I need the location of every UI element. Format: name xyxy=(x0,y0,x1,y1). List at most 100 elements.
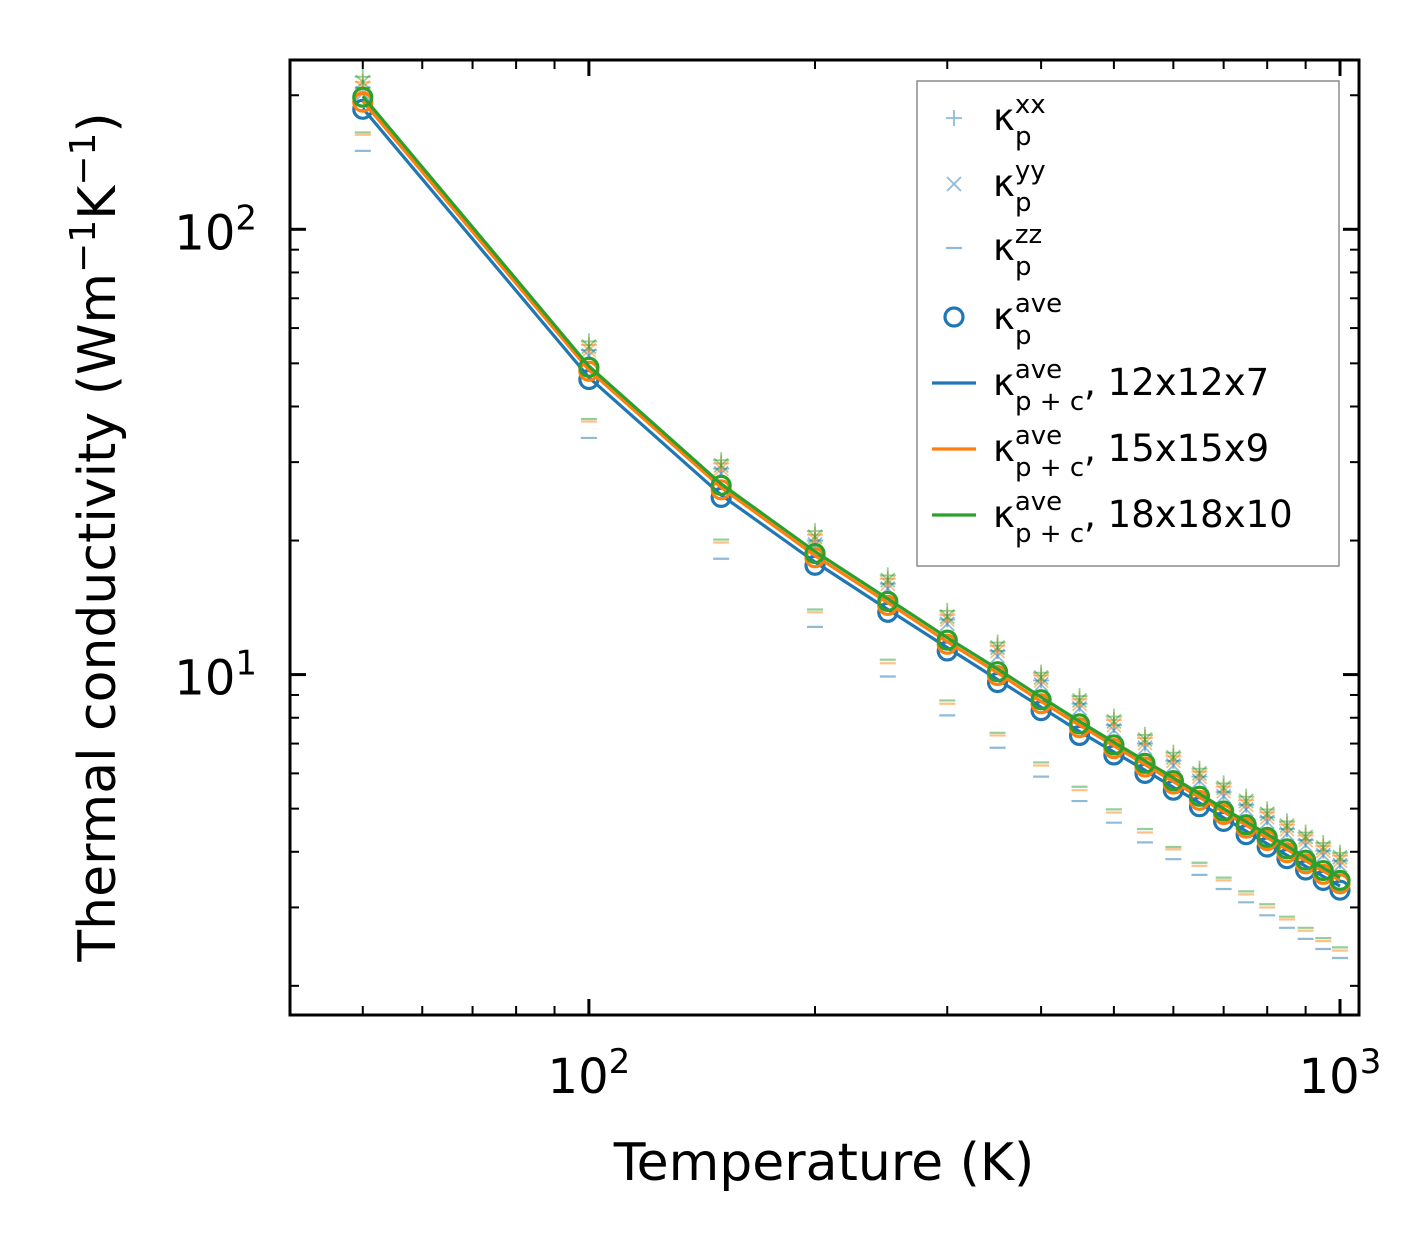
kappa-pc-line xyxy=(361,95,1341,879)
kappa-yy-point xyxy=(581,342,597,358)
kappa-ave-point xyxy=(1235,814,1257,836)
kappa-yy-point xyxy=(1071,692,1088,709)
kappa-yy-point xyxy=(713,461,729,477)
plot-area xyxy=(352,68,1351,960)
legend-superscript: xx xyxy=(1015,90,1046,120)
legend-label: κave p + c, 18x18x10 xyxy=(993,487,1293,549)
x-tick-label-exp: 3 xyxy=(1360,1042,1382,1082)
plot-frame xyxy=(288,58,1361,1017)
kappa-yy-point xyxy=(1137,731,1153,748)
kappa-yy-point xyxy=(1315,839,1331,856)
y-axis-label-exp2: −1 xyxy=(63,133,104,186)
kappa-yy-point xyxy=(1165,749,1181,765)
legend-label: κave p xyxy=(993,289,1062,351)
legend-superscript: zz xyxy=(1015,220,1042,250)
kappa-ave-point xyxy=(1134,752,1156,774)
kappa-ave-point xyxy=(1103,734,1125,756)
kappa-ave-point xyxy=(1068,713,1091,735)
kappa-yy-point xyxy=(807,529,823,545)
legend-subscript: p xyxy=(1015,188,1032,218)
kappa-ave-point xyxy=(1256,826,1278,848)
legend-kappa: κ xyxy=(993,361,1015,404)
kappa-yy-point xyxy=(1165,753,1181,769)
kappa-yy-point xyxy=(1106,717,1122,733)
legend-subscript: p xyxy=(1015,252,1032,282)
legend-plus-marker xyxy=(946,110,962,126)
legend-suffix: , 12x12x7 xyxy=(1084,361,1269,404)
kappa-yy-point xyxy=(1297,829,1314,845)
legend-superscript: yy xyxy=(1015,156,1046,186)
kappa-yy-point xyxy=(1071,700,1088,716)
legend-superscript: ave xyxy=(1015,289,1062,319)
y-tick-label-base: 10 xyxy=(174,651,235,707)
y-axis-label-end: ) xyxy=(68,112,128,132)
kappa-ave-point xyxy=(1295,849,1317,871)
kappa-yy-point xyxy=(1238,797,1254,813)
kappa-yy-point xyxy=(581,339,597,355)
x-axis-label: Temperature (K) xyxy=(613,1133,1035,1193)
legend-cross-marker xyxy=(946,176,962,192)
kappa-ave-point xyxy=(578,356,600,378)
legend-item: κave p + c, 12x12x7 xyxy=(932,355,1269,417)
legend-kappa: κ xyxy=(993,96,1015,139)
kappa-yy-point xyxy=(1238,793,1254,809)
kappa-yy-point xyxy=(989,643,1006,659)
y-axis-label-exp1: −1 xyxy=(63,220,104,273)
kappa-yy-point xyxy=(1315,843,1331,859)
kappa-yy-point xyxy=(1191,768,1208,785)
kappa-yy-point xyxy=(989,639,1006,656)
legend-item: κzz p xyxy=(946,220,1042,282)
kappa-ave-point xyxy=(1030,689,1052,711)
kappa-ave-point xyxy=(877,590,899,613)
kappa-yy-point xyxy=(939,616,955,632)
y-tick-label: 102 xyxy=(174,198,257,261)
kappa-ave-point xyxy=(936,629,958,651)
legend-kappa: κ xyxy=(993,226,1015,269)
kappa-yy-point xyxy=(939,608,955,625)
legend-box xyxy=(916,80,1340,567)
legend-item: κave p + c, 18x18x10 xyxy=(932,487,1293,549)
kappa-ave-point xyxy=(986,661,1009,683)
legend-item: κyy p xyxy=(946,156,1046,218)
y-tick-label-base: 10 xyxy=(174,205,235,261)
x-tick-label-base: 10 xyxy=(548,1049,609,1105)
kappa-yy-point xyxy=(1332,849,1348,865)
legend-subscript: p + c xyxy=(1015,387,1084,417)
legend-label: κyy p xyxy=(993,156,1046,218)
y-axis-label: Thermal conductivity (Wm−1K−1) xyxy=(63,112,128,962)
x-tick-label-exp: 2 xyxy=(609,1042,631,1082)
kappa-ave-point xyxy=(1312,859,1334,882)
series-12x12x7 xyxy=(352,79,1351,960)
kappa-yy-point xyxy=(1259,806,1275,822)
kappa-ave-point xyxy=(1276,838,1298,860)
kappa-yy-point xyxy=(355,74,371,90)
legend-label: κave p + c, 15x15x9 xyxy=(993,421,1269,483)
legend-label: κxx p xyxy=(993,90,1046,152)
y-axis-label-base: Thermal conductivity (Wm xyxy=(68,273,128,963)
kappa-pc-line xyxy=(361,107,1341,888)
x-tick-label: 102 xyxy=(548,1042,631,1105)
y-axis-label-mid: K xyxy=(68,184,128,220)
legend-label: κzz p xyxy=(993,220,1042,282)
legend-item: κave p + c, 15x15x9 xyxy=(932,421,1269,483)
legend-superscript: ave xyxy=(1015,355,1062,385)
kappa-yy-point xyxy=(1216,780,1232,796)
y-tick-label-exp: 1 xyxy=(235,644,257,684)
legend-subscript: p + c xyxy=(1015,519,1084,549)
kappa-ave-point xyxy=(1162,770,1184,792)
kappa-ave-point xyxy=(710,474,732,496)
kappa-pc-line xyxy=(361,100,1341,882)
kappa-yy-point xyxy=(939,611,955,628)
kappa-ave-point xyxy=(1329,869,1351,891)
legend-item: κxx p xyxy=(946,90,1046,152)
kappa-ave-point xyxy=(1188,785,1211,807)
kappa-yy-point xyxy=(1315,847,1331,863)
legend-subscript: p + c xyxy=(1015,453,1084,483)
y-tick-label-exp: 2 xyxy=(235,198,257,238)
series-18x18x10 xyxy=(352,68,1351,949)
legend-kappa: κ xyxy=(993,295,1015,338)
kappa-ave-point xyxy=(1213,800,1235,822)
legend-circle-marker xyxy=(943,306,965,328)
